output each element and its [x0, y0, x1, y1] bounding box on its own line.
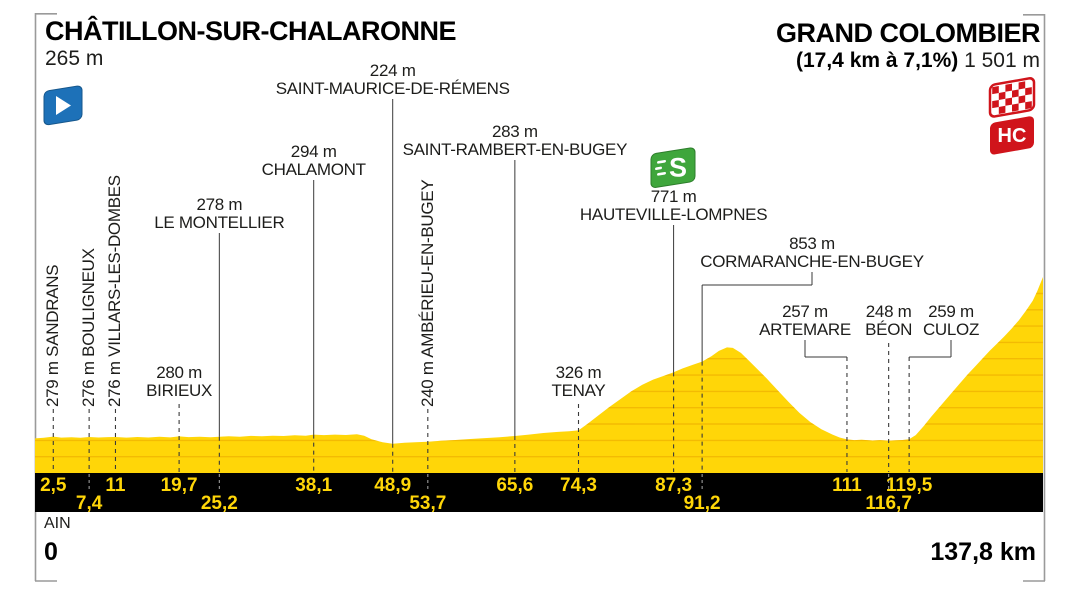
- waypoint-name: SAINT-MAURICE-DE-RÉMENS: [275, 79, 510, 98]
- km-marker-saint-maurice-de-r-mens: 48,9: [374, 475, 412, 496]
- waypoint-label-sandrans: 279 m SANDRANS: [43, 264, 63, 407]
- start-elevation: 265 m: [45, 47, 104, 70]
- waypoint-name: CHALAMONT: [261, 160, 366, 179]
- waypoint-name: TENAY: [551, 381, 606, 400]
- sprint-icon-letter: S: [669, 153, 687, 183]
- waypoint-elevation: 283 m: [491, 122, 538, 141]
- waypoint-elevation: 853 m: [789, 234, 835, 253]
- km-marker-hauteville-lompnes: 87,3: [655, 475, 693, 496]
- waypoint-name: HAUTEVILLE-LOMPNES: [579, 205, 768, 224]
- waypoint-name: BIRIEUX: [146, 381, 213, 400]
- km-marker-birieux: 19,7: [160, 475, 198, 496]
- km-marker-artemare: 111: [832, 475, 862, 496]
- km-marker-sandrans: 2,5: [40, 475, 67, 496]
- km-marker-villars-les-dombes: 11: [105, 475, 126, 496]
- waypoint-label-birieux: 280 m BIRIEUX: [146, 364, 212, 400]
- waypoint-elevation: 248 m: [865, 302, 912, 321]
- waypoint-elevation: 224 m: [369, 61, 416, 80]
- km-marker-le-montellier: 25,2: [200, 493, 238, 514]
- distance-axis-bar: [35, 473, 1043, 512]
- start-town-name: CHÂTILLON-SUR-CHALARONNE: [45, 16, 456, 46]
- km-marker-saint-rambert-en-bugey: 65,6: [496, 475, 534, 496]
- waypoint-label-artemare: 257 m ARTEMARE: [759, 303, 851, 339]
- waypoint-elevation: 280 m: [156, 363, 202, 382]
- start-km-label: 0: [44, 538, 58, 566]
- depart-flag-triangle: [56, 96, 71, 115]
- waypoint-label-cormaranche-en-bugey: 853 m CORMARANCHE-EN-BUGEY: [700, 235, 924, 271]
- hc-badge-text: HC: [998, 125, 1027, 147]
- km-marker-b-on: 116,7: [865, 493, 912, 514]
- waypoint-label-saint-maurice-de-r-mens: 224 m SAINT-MAURICE-DE-RÉMENS: [276, 62, 510, 98]
- finish-climb-info: (17,4 km à 7,1%) 1 501 m: [776, 49, 1040, 73]
- total-distance-label: 137,8 km: [930, 538, 1036, 566]
- hors-categorie-badge: HC: [990, 116, 1034, 155]
- waypoint-name: BÉON: [865, 320, 913, 339]
- waypoint-elevation: 259 m: [928, 302, 974, 321]
- waypoint-name: SAINT-RAMBERT-EN-BUGEY: [402, 140, 628, 159]
- waypoint-label-villars-les-dombes: 276 m VILLARS-LES-DOMBES: [105, 175, 125, 407]
- waypoint-label-b-on: 248 m BÉON: [865, 303, 912, 339]
- km-marker-bouligneux: 7,4: [75, 493, 103, 514]
- waypoint-label-bouligneux: 276 m BOULIGNEUX: [79, 248, 99, 407]
- waypoint-name: CORMARANCHE-EN-BUGEY: [700, 252, 924, 271]
- depart-flag-icon: [43, 85, 83, 126]
- waypoint-elevation: 326 m: [555, 363, 602, 382]
- finish-climb-stats: (17,4 km à 7,1%): [796, 49, 959, 72]
- sprint-icon: S: [650, 147, 696, 188]
- finish-town-name: GRAND COLOMBIER: [776, 18, 1041, 48]
- waypoint-label-amb-rieu-en-bugey: 240 m AMBÉRIEU-EN-BUGEY: [417, 179, 437, 407]
- checker-pattern: [992, 81, 1032, 114]
- department-label: AIN: [44, 515, 71, 532]
- km-marker-cormaranche-en-bugey: 91,2: [683, 493, 721, 514]
- waypoint-elevation: 771 m: [650, 187, 697, 206]
- finish-checkered-flag-icon: [988, 77, 1036, 118]
- waypoint-label-tenay: 326 m TENAY: [552, 364, 606, 400]
- waypoint-label-culoz: 259 m CULOZ: [923, 303, 979, 339]
- km-marker-tenay: 74,3: [560, 475, 597, 496]
- waypoint-name: LE MONTELLIER: [154, 213, 285, 232]
- start-header: CHÂTILLON-SUR-CHALARONNE 265 m: [45, 16, 456, 71]
- waypoint-label-saint-rambert-en-bugey: 283 m SAINT-RAMBERT-EN-BUGEY: [403, 123, 628, 159]
- km-marker-amb-rieu-en-bugey: 53,7: [409, 493, 447, 514]
- waypoint-label-chalamont: 294 m CHALAMONT: [262, 143, 366, 179]
- finish-elevation: 1 501 m: [964, 49, 1040, 72]
- waypoint-name: ARTEMARE: [759, 320, 851, 339]
- waypoint-elevation: 257 m: [782, 302, 828, 321]
- km-marker-culoz: 119,5: [885, 475, 933, 496]
- waypoint-name: CULOZ: [922, 320, 980, 339]
- km-marker-chalamont: 38,1: [295, 475, 333, 496]
- waypoint-elevation: 278 m: [196, 195, 243, 214]
- waypoint-label-le-montellier: 278 m LE MONTELLIER: [154, 195, 285, 232]
- finish-header: GRAND COLOMBIER (17,4 km à 7,1%) 1 501 m: [776, 18, 1041, 73]
- waypoint-label-hauteville-lompnes: 771 m HAUTEVILLE-LOMPNES: [579, 187, 768, 224]
- waypoint-elevation: 294 m: [290, 142, 337, 161]
